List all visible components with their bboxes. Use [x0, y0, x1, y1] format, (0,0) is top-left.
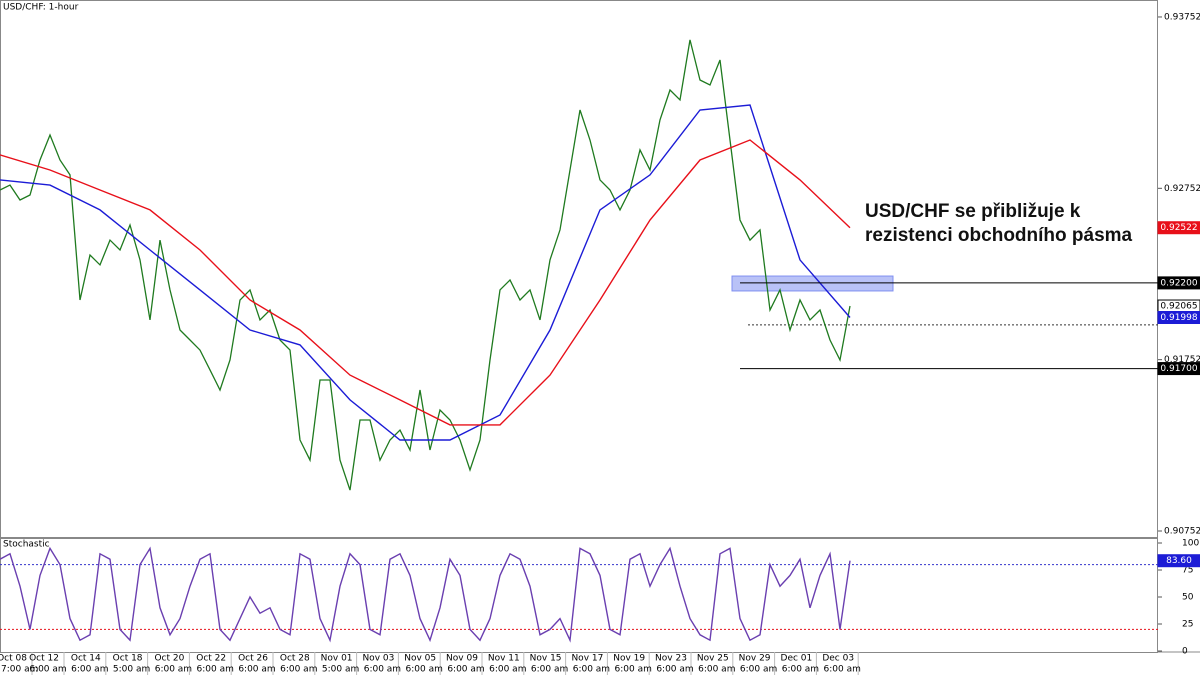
x-date-label: Nov 05	[404, 654, 436, 664]
y-tick-label: 0	[1182, 647, 1188, 657]
stoch-panel	[0, 538, 1158, 653]
annotation: rezistenci obchodního pásma	[865, 225, 1133, 246]
series-line	[0, 139, 851, 426]
x-time-label: 6:00 am	[155, 665, 192, 675]
x-time-label: 6:00 am	[656, 665, 693, 675]
x-date-label: Oct 18	[113, 654, 143, 664]
x-time-label: 6:00 am	[531, 665, 568, 675]
panel-title: USD/CHF: 1-hour	[3, 3, 79, 13]
y-tick-label: 75	[1182, 566, 1193, 576]
panel-title: Stochastic	[3, 540, 50, 550]
x-date-label: Nov 03	[362, 654, 394, 664]
price-tag	[1157, 362, 1200, 376]
x-date-label: Nov 17	[571, 654, 603, 664]
y-tick-label: 0.90752	[1164, 527, 1200, 537]
price-tag	[1157, 311, 1200, 325]
x-time-label: 6:00 am	[824, 665, 861, 675]
x-date-label: Nov 25	[697, 654, 729, 664]
annotation: USD/CHF se přibližuje k	[865, 201, 1081, 222]
y-tick-label: 25	[1182, 620, 1193, 630]
resistance-zone	[731, 275, 894, 292]
x-time-label: 6:00 am	[364, 665, 401, 675]
x-time-label: 6:00 am	[782, 665, 819, 675]
main-panel	[0, 0, 1158, 538]
price-tag	[1157, 276, 1200, 290]
y-tick-label: 0.93752	[1164, 12, 1200, 22]
price-tag-label: 83.60	[1166, 556, 1192, 566]
x-date-label: Oct 14	[71, 654, 101, 664]
x-date-label: Oct 22	[196, 654, 226, 664]
x-time-label: 5:00 am	[322, 665, 359, 675]
y-tick-label: 0.92752	[1164, 184, 1200, 194]
x-time-label: 6:00 am	[197, 665, 234, 675]
x-date-label: Oct 20	[154, 654, 184, 664]
x-time-label: 6:00 am	[615, 665, 652, 675]
x-date-label: Oct 26	[238, 654, 268, 664]
x-date-label: Nov 11	[488, 654, 520, 664]
y-tick-label: 0.91752	[1164, 355, 1200, 365]
y-tick-label: 50	[1182, 593, 1194, 603]
x-time-label: 6:00 am	[280, 665, 317, 675]
price-tag-label: 0.92200	[1160, 278, 1197, 288]
x-date-label: Oct 28	[280, 654, 310, 664]
x-time-label: 6:00 am	[447, 665, 484, 675]
x-time-label: 6:00 am	[489, 665, 526, 675]
x-time-label: 6:00 am	[29, 665, 66, 675]
price-tag	[1157, 221, 1200, 235]
x-date-label: Nov 23	[655, 654, 687, 664]
x-time-label: 6:00 am	[740, 665, 777, 675]
x-date-label: Nov 01	[321, 654, 353, 664]
title-bg	[1, 1, 2, 2]
y-tick-label: 100	[1182, 539, 1199, 549]
x-time-label: 6:00 am	[573, 665, 610, 675]
x-time-label: 7:00 am	[1, 665, 38, 675]
price-tag-label: 0.92522	[1160, 223, 1197, 233]
x-date-label: Nov 19	[613, 654, 645, 664]
x-date-label: Oct 12	[29, 654, 59, 664]
x-date-label: Oct 08	[0, 654, 27, 664]
x-date-label: Nov 15	[530, 654, 562, 664]
x-date-label: Dec 03	[822, 654, 854, 664]
price-tag-label: 0.92065	[1160, 302, 1197, 312]
price-tag-label: 0.91700	[1160, 364, 1197, 374]
x-time-label: 6:00 am	[238, 665, 275, 675]
series-line	[0, 546, 851, 643]
x-time-label: 6:00 am	[406, 665, 443, 675]
x-time-label: 6:00 am	[71, 665, 108, 675]
x-time-label: 6:00 am	[698, 665, 735, 675]
series-line	[0, 104, 851, 441]
series-line	[0, 39, 851, 491]
x-date-label: Dec 01	[781, 654, 813, 664]
x-date-label: Nov 09	[446, 654, 478, 664]
price-tag	[1157, 554, 1200, 568]
x-time-label: 5:00 am	[113, 665, 150, 675]
price-tag-label: 0.91998	[1160, 313, 1197, 323]
x-date-label: Nov 29	[739, 654, 771, 664]
